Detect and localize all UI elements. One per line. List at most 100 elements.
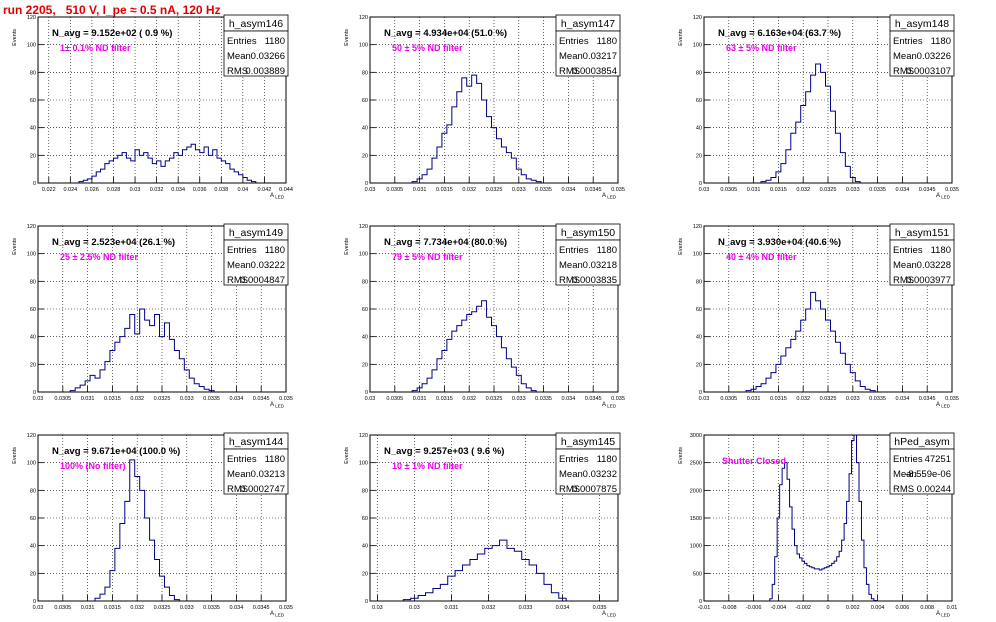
x-tick-label: -0.002 [795,605,811,611]
x-tick-label: 0.0325 [486,396,503,402]
histogram-panel-h_asym146: 0 20 40 60 80 100 120 0.022 0.024 0.026 0.028 0.03 0… [12,14,293,200]
x-tick-label: 0.0325 [820,187,837,193]
y-tick-label: 40 [696,335,702,341]
filter-label: Shutter Closed [722,456,786,466]
histogram-series [411,300,537,392]
stats-value: 1180 [265,454,285,465]
stats-value: 1180 [597,454,617,465]
y-tick-label: 80 [696,279,702,285]
stats-value: 0.0003835 [572,275,617,286]
y-tick-label: 40 [362,335,368,341]
x-tick-label: 0.035 [593,605,607,611]
y-tick-label: 0 [365,181,368,187]
x-axis-title: A LED [936,193,951,200]
stats-body-box [555,239,621,286]
stats-value: 0.03232 [583,469,617,480]
histogram-series [78,143,257,183]
histogram-series [69,308,215,392]
x-tick-label: 0.0305 [386,396,403,402]
stats-value: 0.03266 [251,51,285,62]
y-tick-label: 120 [359,15,368,21]
stats-title: h_asym147 [561,18,615,30]
stats-label: Mean [893,260,917,271]
y-tick-label: 20 [696,153,702,159]
stats-value: 0.0004847 [240,275,285,286]
x-tick-label: 0.002 [846,605,860,611]
y-tick-label: 100 [693,43,702,49]
histogram-panel-h_asym150: 0 20 40 60 80 100 120 0.03 0.0305 0.031 0.0315 0.03… [344,223,625,409]
stats-title: h_asym149 [229,227,283,239]
stats-body-box [889,448,955,495]
stats-box: h_asym150 Entries 1180 Mean 0.03218RMS0.0003… [555,223,621,286]
x-tick-label: 0.034 [562,187,576,193]
x-tick-label: 0.033 [512,187,526,193]
stats-label: RMS [559,66,580,77]
stats-label: Mean [893,469,917,480]
y-axis-title: Events [344,238,350,255]
y-tick-label: 40 [30,335,36,341]
stats-body-box [223,239,289,286]
histogram-panel-h_asym145: 0 20 40 60 80 100 120 0.03 0.03 0.031 0.032 0.033 0.… [344,432,621,618]
y-tick-label: 500 [693,571,702,577]
stats-body-box [889,239,955,286]
y-tick-label: 20 [362,362,368,368]
x-tick-label: 0.0315 [104,605,121,611]
stats-body-box [223,30,289,77]
x-tick-label: 0.031 [413,396,427,402]
filter-label: 50 ± 5% ND filter [392,43,463,53]
x-tick-label: 0.032 [796,396,810,402]
navg-annotation: N_avg = 3.930e+04 (40.6 %) [718,237,841,248]
x-tick-label: 0.0335 [203,396,220,402]
stats-label: Mean [227,260,251,271]
stats-label: RMS [559,275,580,286]
x-tick-label: 0.0325 [486,187,503,193]
y-tick-label: 60 [696,98,702,104]
x-tick-label: 0.024 [63,187,77,193]
stats-value: 1180 [265,245,285,256]
stats-label: Mean [559,469,583,480]
y-tick-label: 120 [693,15,702,21]
stats-value: 1180 [931,36,951,47]
x-tick-label: 0.03 [409,605,420,611]
stats-title: h_asym144 [229,436,283,448]
x-tick-label: 0.044 [279,187,293,193]
stats-value: 47251 [925,454,951,465]
stats-value: 0.003889 [245,66,285,77]
y-tick-label: 2000 [690,488,702,494]
y-tick-label: 0 [33,181,36,187]
navg-annotation: N_avg = 9.257e+03 ( 9.6 %) [384,446,504,457]
y-axis-title: Events [678,447,684,464]
filter-label: 25 ± 2.5% ND filter [60,252,138,262]
stats-value: 0.03222 [251,260,285,271]
x-axis-title: A LED [602,611,617,618]
x-tick-label: 0.0315 [104,396,121,402]
x-tick-label: 0.03 [365,396,376,402]
y-tick-label: 80 [362,279,368,285]
y-axis-title: Events [12,29,18,46]
stats-box: h_asym147 Entries 1180 Mean 0.03217RMS0.0003… [555,14,621,77]
y-tick-label: 60 [362,98,368,104]
y-tick-label: 60 [362,307,368,313]
stats-label: RMS [227,275,248,286]
x-axis-title: A LED [936,611,951,618]
stats-value: 1180 [597,36,617,47]
stats-value: 0.03218 [583,260,617,271]
stats-value: 0.0003854 [572,66,617,77]
x-tick-label: 0 [826,605,829,611]
x-tick-label: 0.0345 [253,605,270,611]
x-axis-title: A LED [602,402,617,409]
y-tick-label: 20 [30,571,36,577]
y-tick-label: 0 [699,599,702,605]
histogram-panel-h_asym151: 0 20 40 60 80 100 120 0.03 0.0305 0.031 0.0315 0.03… [678,223,959,409]
x-tick-label: 0.0335 [203,605,220,611]
stats-label: Entries [559,245,589,256]
navg-annotation: N_avg = 2.523e+04 (26.1 %) [52,237,175,248]
stats-label: Entries [559,36,589,47]
histogram-series [760,63,861,183]
x-tick-label: 0.031 [413,187,427,193]
stats-label: RMS [227,66,248,77]
stats-label: Entries [893,245,923,256]
stats-box: h_asym145 Entries 1180 Mean 0.03232RMS0.0007… [555,432,621,495]
y-tick-label: 40 [362,544,368,550]
y-tick-label: 0 [365,599,368,605]
